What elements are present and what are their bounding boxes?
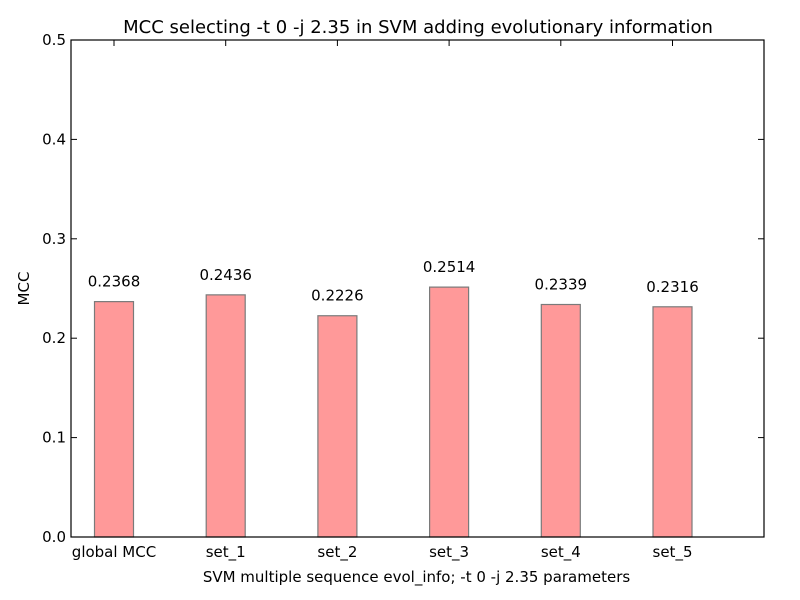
bar-set_3 [429, 286, 470, 538]
plot-frame [70, 39, 765, 538]
x-tick-label: set_5 [653, 543, 693, 562]
bar-global-mcc [93, 301, 135, 538]
bar-set_5 [652, 306, 693, 538]
bar-set_4 [540, 303, 581, 538]
y-axis-label: MCC [15, 272, 33, 306]
y-tick-label: 0.1 [42, 429, 66, 447]
data-label: 0.2339 [535, 276, 588, 294]
y-tick-label: 0.5 [42, 31, 66, 49]
x-tick-label: set_1 [206, 543, 246, 562]
data-label: 0.2226 [311, 287, 364, 305]
data-label: 0.2368 [88, 273, 141, 291]
x-axis: global MCC set_1 set_2 set_3 set_4 set_5 [72, 40, 693, 562]
y-tick-label: 0.4 [42, 130, 66, 148]
y-tick-label: 0.0 [42, 528, 66, 546]
data-label: 0.2514 [423, 258, 476, 276]
x-tick-label: set_3 [429, 543, 469, 562]
y-tick-label: 0.2 [42, 329, 66, 347]
x-axis-label: SVM multiple sequence evol_info; -t 0 -j… [203, 568, 631, 587]
data-labels-group: 0.2368 0.2436 0.2226 0.2514 0.2339 0.2316 [88, 258, 699, 305]
bars-group [93, 286, 693, 538]
x-tick-label: global MCC [72, 543, 156, 561]
x-tick-label: set_2 [317, 543, 357, 562]
x-tick-label: set_4 [541, 543, 581, 562]
bar-set_1 [205, 294, 246, 538]
y-tick-label: 0.3 [42, 230, 66, 248]
bar-set_2 [317, 315, 358, 538]
y-axis: 0.0 0.1 0.2 0.3 0.4 0.5 [42, 31, 764, 546]
data-label: 0.2436 [199, 266, 252, 284]
chart-title: MCC selecting -t 0 -j 2.35 in SVM adding… [123, 17, 713, 38]
data-label: 0.2316 [646, 278, 699, 296]
